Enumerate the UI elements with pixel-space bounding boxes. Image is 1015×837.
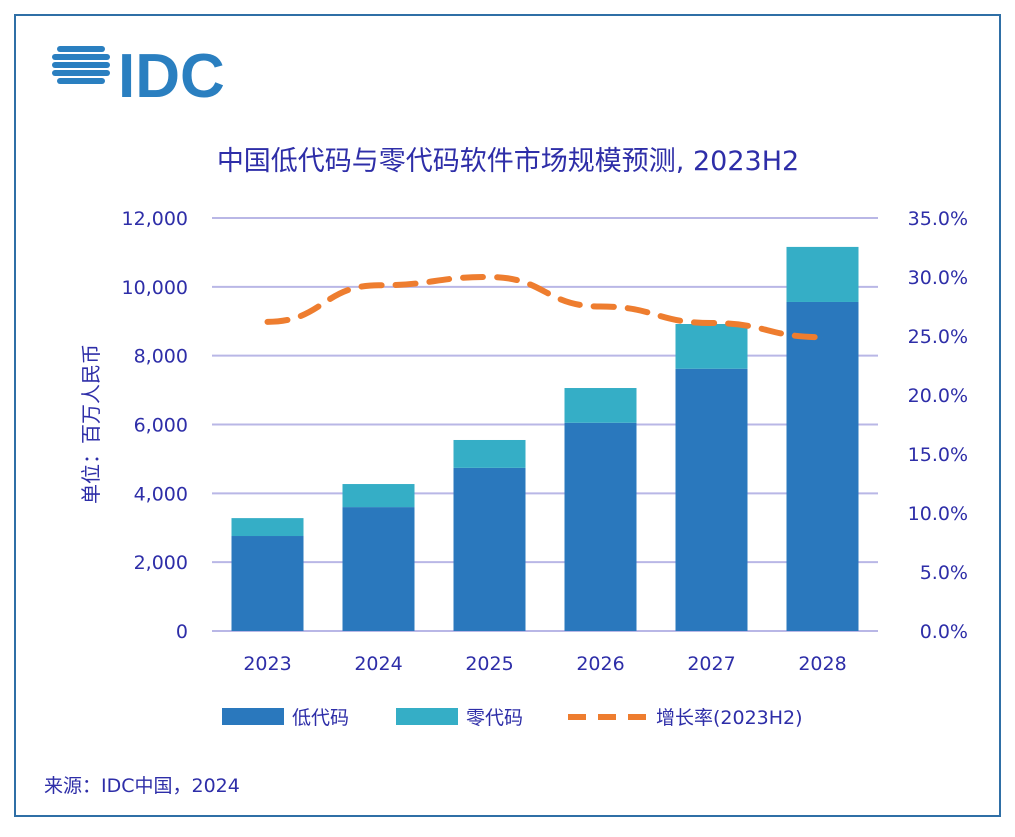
y-tick-label: 12,000 bbox=[122, 208, 188, 230]
y-tick-label: 4,000 bbox=[134, 483, 188, 505]
bar-low-code-2024 bbox=[342, 507, 415, 631]
legend-swatch bbox=[396, 708, 458, 725]
y-tick-label: 10,000 bbox=[122, 277, 188, 299]
x-tick-label: 2025 bbox=[465, 653, 513, 675]
bar-low-code-2023 bbox=[231, 536, 304, 631]
legend-label: 低代码 bbox=[292, 707, 349, 729]
chart-title: 中国低代码与零代码软件市场规模预测, 2023H2 bbox=[217, 146, 799, 177]
y2-tick-label: 15.0% bbox=[908, 444, 968, 466]
globe-stripe bbox=[57, 46, 105, 52]
bar-low-code-2025 bbox=[453, 467, 526, 631]
bar-zero-code-2028 bbox=[786, 246, 859, 302]
legend-swatch bbox=[222, 708, 284, 725]
logo-text: IDC bbox=[118, 42, 225, 111]
globe-stripe bbox=[52, 62, 110, 68]
source-note: 来源：IDC中国，2024 bbox=[44, 775, 240, 797]
bar-zero-code-2024 bbox=[342, 484, 415, 508]
legend-label: 零代码 bbox=[466, 707, 523, 729]
y2-tick-label: 25.0% bbox=[908, 326, 968, 348]
bar-low-code-2027 bbox=[675, 368, 748, 631]
bar-zero-code-2027 bbox=[675, 324, 748, 369]
y2-tick-label: 20.0% bbox=[908, 385, 968, 407]
y-tick-label: 0 bbox=[176, 621, 188, 643]
x-tick-label: 2027 bbox=[687, 653, 735, 675]
x-tick-label: 2028 bbox=[798, 653, 846, 675]
x-tick-label: 2023 bbox=[243, 653, 291, 675]
growth-rate-line bbox=[264, 273, 826, 341]
y2-tick-label: 10.0% bbox=[908, 503, 968, 525]
y-tick-label: 8,000 bbox=[134, 346, 188, 368]
bar-low-code-2028 bbox=[786, 301, 859, 631]
y2-tick-label: 35.0% bbox=[908, 208, 968, 230]
x-tick-label: 2024 bbox=[354, 653, 402, 675]
y-tick-label: 2,000 bbox=[134, 552, 188, 574]
globe-stripe bbox=[57, 78, 105, 84]
globe-stripe bbox=[52, 54, 110, 60]
bar-low-code-2026 bbox=[564, 422, 637, 631]
globe-icon bbox=[52, 46, 110, 84]
y2-tick-label: 30.0% bbox=[908, 267, 968, 289]
y-axis-label: 单位：百万人民币 bbox=[79, 344, 103, 504]
legend-label: 增长率(2023H2) bbox=[656, 707, 803, 729]
y2-tick-label: 5.0% bbox=[920, 562, 968, 584]
y-tick-label: 6,000 bbox=[134, 415, 188, 437]
x-tick-label: 2026 bbox=[576, 653, 624, 675]
bar-zero-code-2025 bbox=[453, 439, 526, 468]
bar-zero-code-2023 bbox=[231, 518, 304, 537]
bar-zero-code-2026 bbox=[564, 388, 637, 423]
y2-tick-label: 0.0% bbox=[920, 621, 968, 643]
globe-stripe bbox=[52, 70, 110, 76]
legend: 低代码 零代码 增长率(2023H2) bbox=[222, 707, 803, 729]
idc-logo: IDC bbox=[52, 42, 225, 111]
